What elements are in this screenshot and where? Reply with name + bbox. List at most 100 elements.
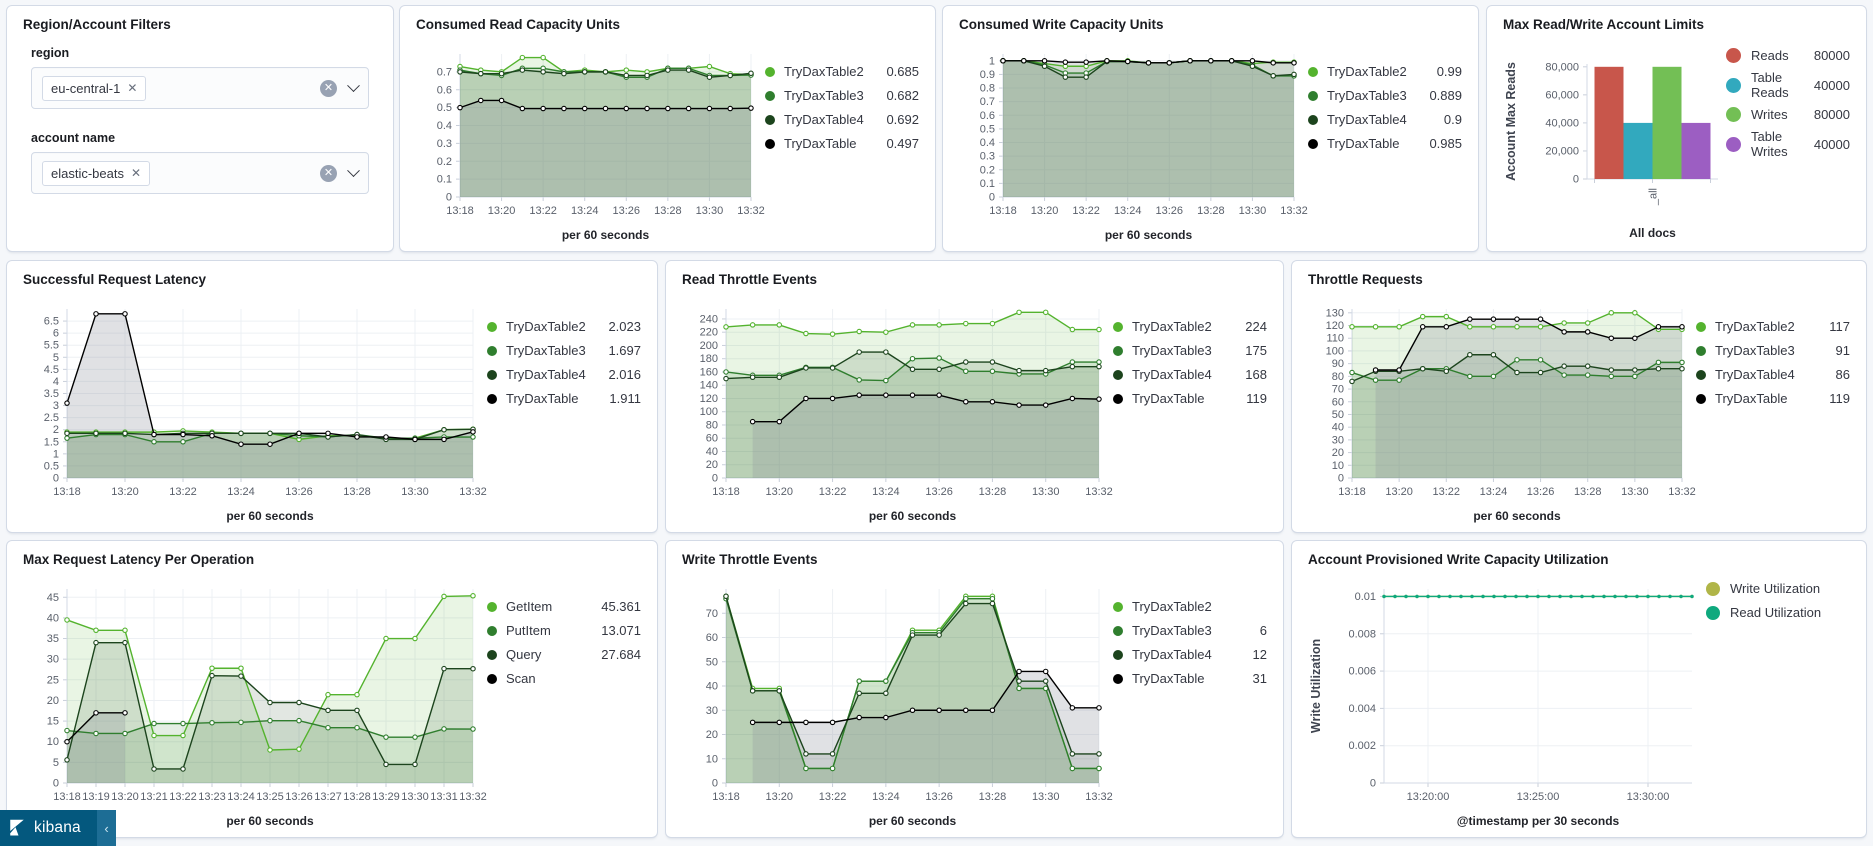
panel-max-request-latency-per-operation: Max Request Latency Per Operation 0 5 10 15… — [6, 540, 658, 838]
max-limits-bar-chart[interactable]: 0 20,000 40,000 60,000 80,000 _all All docs Acc… — [1495, 38, 1726, 245]
write-capacity-utilization-chart[interactable]: 0 0.002 0.004 0.006 0.008 0.01 13:20:00 13:25:0… — [1300, 573, 1706, 831]
read-throttle-events-chart[interactable]: 0 20 40 60 80 100 120 140 160 180 200 220 240 13:18 13… — [674, 293, 1113, 526]
legend-item-query[interactable]: Query 27.684 — [487, 647, 641, 662]
svg-text:100: 100 — [1326, 345, 1344, 357]
svg-text:13:30:00: 13:30:00 — [1627, 791, 1670, 803]
svg-text:13:26: 13:26 — [285, 791, 313, 803]
tag-remove-icon[interactable]: ✕ — [130, 166, 142, 180]
svg-text:13:28: 13:28 — [979, 791, 1007, 803]
account-tag[interactable]: elastic-beats ✕ — [42, 160, 151, 186]
legend-color-dot — [487, 601, 497, 612]
svg-text:0: 0 — [53, 778, 59, 790]
throttle-requests-chart[interactable]: 0 10 20 30 40 50 60 70 80 90 100 110 120 130 13:18 13:2… — [1300, 293, 1696, 526]
legend-item-trydaxtable4[interactable]: TryDaxTable4 86 — [1696, 367, 1850, 382]
legend-series-name: Reads — [1751, 48, 1789, 63]
panel-title: Read Throttle Events — [682, 272, 818, 287]
legend-item-trydaxtable3[interactable]: TryDaxTable3 1.697 — [487, 343, 641, 358]
legend-item-trydaxtable[interactable]: TryDaxTable 119 — [1696, 391, 1850, 406]
max-request-latency-chart[interactable]: 0 5 10 15 20 25 30 35 40 45 13:18 13:19 13:20 13:21 13… — [15, 573, 487, 831]
svg-text:0.9: 0.9 — [980, 69, 995, 81]
consumed-read-chart[interactable]: 0 0.1 0.2 0.3 0.4 0.5 0.6 0.7 13:18 13:20 13:22 13:… — [408, 38, 765, 245]
legend-item-trydaxtable3[interactable]: TryDaxTable3 175 — [1113, 343, 1267, 358]
legend-item-trydaxtable2[interactable]: TryDaxTable2 117 — [1696, 319, 1850, 334]
legend-item-trydaxtable[interactable]: TryDaxTable 31 — [1113, 671, 1267, 686]
legend-item-trydaxtable[interactable]: TryDaxTable 1.911 — [487, 391, 641, 406]
svg-text:13:22: 13:22 — [529, 205, 557, 217]
chart-legend: TryDaxTable2 224 TryDaxTable3 175 TryDaxTabl… — [1113, 293, 1275, 526]
collapse-nav-icon[interactable]: ‹ — [97, 810, 116, 846]
svg-text:50: 50 — [706, 656, 718, 668]
legend-item-trydaxtable2[interactable]: TryDaxTable2 224 — [1113, 319, 1267, 334]
consumed-write-chart[interactable]: 0 0.1 0.2 0.3 0.4 0.5 0.6 0.7 0.8 0.9 1 13:18 13:20 1… — [951, 38, 1308, 245]
svg-text:10: 10 — [1332, 460, 1344, 472]
legend-series-name: TryDaxTable3 — [506, 343, 586, 358]
kibana-brand-bar: kibana ‹ — [0, 810, 116, 846]
svg-text:0.2: 0.2 — [980, 164, 995, 176]
svg-text:0.4: 0.4 — [980, 137, 995, 149]
legend-series-value: 12 — [1252, 647, 1267, 662]
legend-series-value: 45.361 — [601, 599, 641, 614]
svg-text:13:32: 13:32 — [737, 205, 765, 217]
svg-text:2: 2 — [53, 424, 59, 436]
svg-text:45: 45 — [47, 592, 59, 604]
legend-item-trydaxtable2[interactable]: TryDaxTable2 0.99 — [1308, 64, 1462, 79]
legend-item-trydaxtable3[interactable]: TryDaxTable3 91 — [1696, 343, 1850, 358]
legend-item-read-utilization[interactable]: Read Utilization — [1706, 605, 1850, 620]
legend-series-value: 117 — [1829, 319, 1850, 334]
svg-text:160: 160 — [700, 366, 718, 378]
legend-series-value: 27.684 — [601, 647, 641, 662]
svg-text:6.5: 6.5 — [44, 316, 59, 328]
legend-series-name: Writes — [1751, 107, 1788, 122]
legend-item-putitem[interactable]: PutItem 13.071 — [487, 623, 641, 638]
legend-series-value: 0.9 — [1443, 112, 1462, 127]
legend-item-trydaxtable4[interactable]: TryDaxTable4 0.9 — [1308, 112, 1462, 127]
legend-series-name: TryDaxTable — [1132, 671, 1205, 686]
legend-item-trydaxtable2[interactable]: TryDaxTable2 0.685 — [765, 64, 919, 79]
chart-legend: TryDaxTable2 0.99 TryDaxTable3 0.889 TryDaxT… — [1308, 38, 1470, 245]
svg-text:13:31: 13:31 — [430, 791, 458, 803]
chevron-down-icon[interactable] — [347, 163, 360, 177]
legend-item-trydaxtable4[interactable]: TryDaxTable4 12 — [1113, 647, 1267, 662]
account-combobox[interactable]: elastic-beats ✕ ✕ — [31, 152, 369, 194]
kibana-logo-block[interactable]: kibana — [0, 810, 97, 846]
legend-item-trydaxtable[interactable]: TryDaxTable 0.985 — [1308, 136, 1462, 151]
svg-text:per 60 seconds: per 60 seconds — [869, 509, 957, 523]
successful-request-latency-chart[interactable]: 0 0.5 1 1.5 2 2.5 3 3.5 4 4.5 5 5.5 6 6.5 13:18 13:20 13… — [15, 293, 487, 526]
legend-item-trydaxtable3[interactable]: TryDaxTable3 6 — [1113, 623, 1267, 638]
legend-item-writes[interactable]: Writes 80000 — [1726, 107, 1850, 122]
clear-selection-icon[interactable]: ✕ — [320, 164, 337, 182]
legend-series-name: Query — [506, 647, 542, 662]
legend-item-table-reads[interactable]: Table Reads 40000 — [1726, 70, 1850, 100]
svg-text:0.01: 0.01 — [1355, 591, 1376, 603]
legend-item-trydaxtable4[interactable]: TryDaxTable4 168 — [1113, 367, 1267, 382]
legend-item-reads[interactable]: Reads 80000 — [1726, 48, 1850, 63]
svg-text:0.002: 0.002 — [1348, 740, 1376, 752]
legend-item-trydaxtable[interactable]: TryDaxTable 119 — [1113, 391, 1267, 406]
legend-item-trydaxtable[interactable]: TryDaxTable 0.497 — [765, 136, 919, 151]
legend-item-table-writes[interactable]: Table Writes 40000 — [1726, 129, 1850, 159]
legend-item-getitem[interactable]: GetItem 45.361 — [487, 599, 641, 614]
chart-legend: TryDaxTable2 117 TryDaxTable3 91 TryDaxTable… — [1696, 293, 1858, 526]
svg-text:120: 120 — [1326, 320, 1344, 332]
svg-text:0.004: 0.004 — [1348, 703, 1376, 715]
legend-color-dot — [1113, 345, 1123, 356]
kibana-logo-icon — [10, 819, 24, 836]
chevron-down-icon[interactable] — [347, 78, 360, 92]
region-combobox[interactable]: eu-central-1 ✕ ✕ — [31, 67, 369, 109]
legend-item-trydaxtable3[interactable]: TryDaxTable3 0.682 — [765, 88, 919, 103]
svg-text:40,000: 40,000 — [1545, 117, 1579, 129]
legend-item-trydaxtable4[interactable]: TryDaxTable4 2.016 — [487, 367, 641, 382]
legend-item-trydaxtable2[interactable]: TryDaxTable2 — [1113, 599, 1267, 614]
legend-item-write-utilization[interactable]: Write Utilization — [1706, 581, 1850, 596]
legend-item-trydaxtable2[interactable]: TryDaxTable2 2.023 — [487, 319, 641, 334]
legend-item-trydaxtable4[interactable]: TryDaxTable4 0.692 — [765, 112, 919, 127]
legend-item-trydaxtable3[interactable]: TryDaxTable3 0.889 — [1308, 88, 1462, 103]
clear-selection-icon[interactable]: ✕ — [320, 79, 337, 97]
tag-remove-icon[interactable]: ✕ — [127, 81, 138, 95]
svg-text:1.5: 1.5 — [44, 436, 59, 448]
write-throttle-events-chart[interactable]: 0 10 20 30 40 50 60 70 13:18 13:20 13:22 13:24 13:26… — [674, 573, 1113, 831]
region-tag[interactable]: eu-central-1 ✕ — [42, 75, 147, 101]
legend-color-dot — [1308, 90, 1318, 101]
legend-item-scan[interactable]: Scan — [487, 671, 641, 686]
svg-text:13:28: 13:28 — [979, 486, 1007, 498]
